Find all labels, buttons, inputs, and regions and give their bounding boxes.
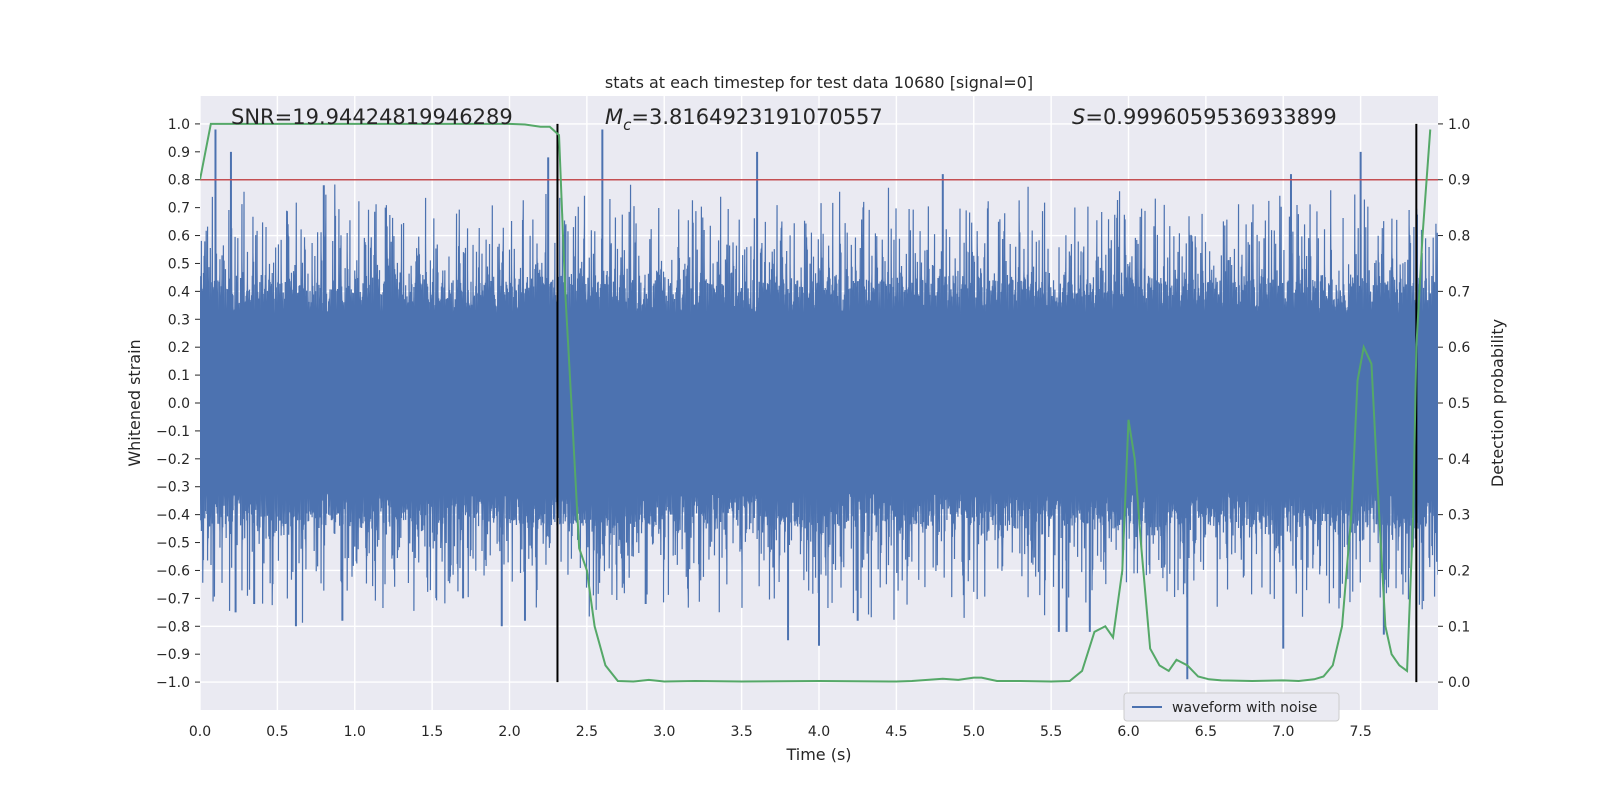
s-value: =0.9996059536933899 bbox=[1085, 105, 1336, 129]
y-tick-left-1: 0.9 bbox=[168, 145, 190, 161]
y-tick-right-2: 0.8 bbox=[1448, 229, 1470, 245]
x-tick-7: 3.5 bbox=[730, 724, 752, 740]
s-symbol: S bbox=[1072, 105, 1085, 129]
y-axis-left: 1.0 0.9 0.8 0.7 0.6 0.5 0.4 0.3 0.2 0.1 0.0 −0.1 −0.… bbox=[156, 117, 200, 691]
y-tick-right-9: 0.1 bbox=[1448, 619, 1470, 635]
y-tick-right-6: 0.4 bbox=[1448, 452, 1470, 468]
y-tick-left-5: 0.5 bbox=[168, 256, 190, 272]
score-annotation: S=0.9996059536933899 bbox=[1072, 105, 1337, 129]
x-tick-11: 5.5 bbox=[1040, 724, 1062, 740]
mc-symbol: M bbox=[605, 105, 623, 129]
chirp-mass-annotation: Mc=3.8164923191070557 bbox=[605, 105, 883, 134]
y-tick-right-0: 1.0 bbox=[1448, 117, 1470, 133]
y-tick-right-7: 0.3 bbox=[1448, 508, 1470, 524]
x-axis-label: Time (s) bbox=[785, 745, 851, 764]
y-tick-left-9: 0.1 bbox=[168, 368, 190, 384]
mc-subscript: c bbox=[623, 116, 632, 134]
y-tick-left-10: 0.0 bbox=[168, 396, 190, 412]
y-tick-left-7: 0.3 bbox=[168, 312, 190, 328]
x-tick-12: 6.0 bbox=[1117, 724, 1139, 740]
legend-box bbox=[1123, 692, 1340, 722]
y-tick-right-10: 0.0 bbox=[1448, 675, 1470, 691]
vertical-markers bbox=[556, 123, 1418, 683]
y-tick-right-5: 0.5 bbox=[1448, 396, 1470, 412]
y-axis-right: 1.0 0.9 0.8 0.7 0.6 0.5 0.4 0.3 0.2 0.1 0.0 bbox=[1438, 117, 1470, 691]
y-tick-left-14: −0.4 bbox=[156, 508, 190, 524]
chart-title: stats at each timestep for test data 106… bbox=[605, 73, 1033, 92]
y-tick-left-6: 0.4 bbox=[168, 284, 190, 300]
y-tick-left-15: −0.5 bbox=[156, 536, 190, 552]
x-tick-10: 5.0 bbox=[963, 724, 985, 740]
y-tick-right-1: 0.9 bbox=[1448, 173, 1470, 189]
y-tick-left-16: −0.6 bbox=[156, 563, 190, 579]
x-tick-6: 3.0 bbox=[653, 724, 675, 740]
mc-value: =3.8164923191070557 bbox=[631, 105, 882, 129]
x-tick-14: 7.0 bbox=[1272, 724, 1294, 740]
y-tick-left-17: −0.7 bbox=[156, 591, 190, 607]
legend: waveform with noise bbox=[1123, 692, 1340, 722]
x-tick-9: 4.5 bbox=[885, 724, 907, 740]
y-tick-left-12: −0.2 bbox=[156, 452, 190, 468]
y-tick-left-18: −0.8 bbox=[156, 619, 190, 635]
y-tick-left-20: −1.0 bbox=[156, 675, 190, 691]
x-tick-3: 1.5 bbox=[421, 724, 443, 740]
y-tick-left-2: 0.8 bbox=[168, 173, 190, 189]
x-tick-5: 2.5 bbox=[576, 724, 598, 740]
y-tick-left-11: −0.1 bbox=[156, 424, 190, 440]
y-tick-left-8: 0.2 bbox=[168, 340, 190, 356]
snr-annotation: SNR=19.94424819946289 bbox=[231, 105, 513, 129]
x-axis: 0.0 0.5 1.0 1.5 2.0 2.5 3.0 3.5 4.0 4.5 5.0 5.5 6.0 6… bbox=[189, 724, 1372, 740]
x-tick-1: 0.5 bbox=[266, 724, 288, 740]
x-tick-8: 4.0 bbox=[808, 724, 830, 740]
x-tick-2: 1.0 bbox=[344, 724, 366, 740]
y-tick-right-4: 0.6 bbox=[1448, 340, 1470, 356]
y-tick-left-3: 0.7 bbox=[168, 201, 190, 217]
y-tick-left-0: 1.0 bbox=[168, 117, 190, 133]
y-tick-left-19: −0.9 bbox=[156, 647, 190, 663]
series-waveform-with-noise bbox=[200, 184, 1438, 623]
x-tick-0: 0.0 bbox=[189, 724, 211, 740]
y-tick-left-4: 0.6 bbox=[168, 229, 190, 245]
y-tick-right-8: 0.2 bbox=[1448, 563, 1470, 579]
y-tick-left-13: −0.3 bbox=[156, 480, 190, 496]
strain-spikes bbox=[214, 129, 1385, 680]
x-tick-13: 6.5 bbox=[1195, 724, 1217, 740]
legend-label: waveform with noise bbox=[1172, 700, 1317, 716]
x-tick-4: 2.0 bbox=[498, 724, 520, 740]
y-tick-right-3: 0.7 bbox=[1448, 284, 1470, 300]
y-axis-label-left: Whitened strain bbox=[125, 339, 144, 466]
x-tick-15: 7.5 bbox=[1349, 724, 1371, 740]
series-detection-probability bbox=[200, 122, 1432, 683]
y-axis-label-right: Detection probability bbox=[1488, 319, 1507, 487]
